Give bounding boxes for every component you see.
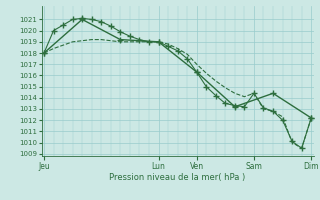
X-axis label: Pression niveau de la mer( hPa ): Pression niveau de la mer( hPa ) — [109, 173, 246, 182]
